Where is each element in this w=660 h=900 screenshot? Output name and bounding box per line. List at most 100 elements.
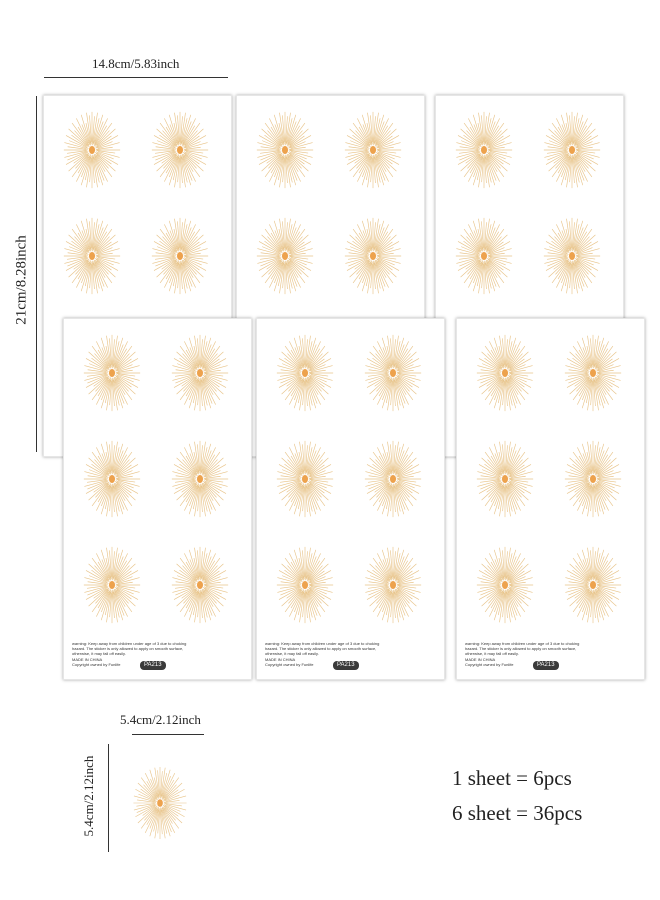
sun-ray bbox=[173, 228, 180, 252]
sun-ray bbox=[502, 380, 505, 406]
sun-ray bbox=[284, 357, 300, 370]
sun-ray bbox=[461, 246, 481, 255]
sun-ray bbox=[95, 155, 106, 172]
sun-ray bbox=[309, 589, 322, 604]
sun-ray bbox=[486, 588, 500, 599]
sun-ray bbox=[96, 447, 109, 473]
sun-ray bbox=[86, 585, 108, 589]
sun-ray bbox=[370, 575, 390, 584]
sun-ray bbox=[569, 115, 572, 143]
sun-ray bbox=[175, 480, 195, 490]
sun-ray bbox=[282, 157, 285, 183]
sun-ray bbox=[279, 155, 285, 188]
sun-ray bbox=[463, 260, 481, 284]
sunburst-sticker bbox=[344, 111, 402, 189]
sun-ray bbox=[494, 347, 504, 369]
sun-ray bbox=[115, 570, 139, 584]
sun-ray bbox=[596, 376, 617, 395]
sun-ray bbox=[575, 565, 589, 581]
sun-ray bbox=[487, 353, 501, 369]
sun-ray bbox=[480, 581, 501, 585]
sun-ray bbox=[258, 257, 282, 271]
sun-ray bbox=[374, 376, 388, 387]
sun-ray bbox=[175, 475, 196, 479]
sun-ray bbox=[97, 142, 120, 149]
sun-ray bbox=[356, 152, 371, 169]
sun-ray bbox=[387, 441, 393, 473]
sun-ray bbox=[596, 374, 615, 383]
sun-ray bbox=[96, 553, 109, 579]
sun-ray bbox=[205, 577, 228, 584]
sun-ray bbox=[172, 471, 195, 478]
sun-ray bbox=[91, 451, 110, 476]
sun-ray bbox=[486, 231, 500, 253]
sun-ray bbox=[202, 482, 221, 507]
sun-ray bbox=[281, 457, 302, 477]
sun-ray bbox=[395, 484, 406, 510]
sun-ray bbox=[180, 154, 183, 183]
sun-ray bbox=[370, 115, 373, 143]
sun-ray bbox=[397, 375, 420, 388]
sun-ray bbox=[180, 261, 188, 289]
sun-ray bbox=[205, 471, 228, 478]
sun-ray bbox=[488, 141, 505, 149]
sun-ray bbox=[74, 236, 88, 252]
sun-ray bbox=[184, 130, 198, 146]
sun-ray bbox=[375, 459, 389, 475]
sun-ray bbox=[486, 482, 500, 493]
sun-ray bbox=[286, 153, 301, 182]
sun-ray bbox=[182, 114, 192, 143]
sun-ray bbox=[155, 146, 176, 150]
sun-ray bbox=[372, 569, 388, 582]
sun-ray bbox=[205, 586, 228, 593]
sun-ray bbox=[566, 112, 572, 144]
sun-ray bbox=[576, 146, 593, 150]
sun-ray bbox=[396, 570, 420, 584]
sun-ray bbox=[481, 457, 502, 477]
sun-ray bbox=[372, 451, 391, 476]
sun-ray bbox=[156, 153, 177, 172]
sun-ray bbox=[346, 135, 369, 148]
sun-ray bbox=[488, 587, 503, 604]
sun-ray bbox=[277, 156, 284, 181]
sun-ray bbox=[299, 335, 305, 367]
sun-ray bbox=[94, 114, 104, 143]
sun-ray bbox=[184, 247, 201, 255]
sun-ray bbox=[288, 261, 299, 278]
sun-ray bbox=[308, 358, 332, 372]
sun-ray bbox=[489, 257, 512, 264]
sun-ray bbox=[595, 348, 609, 370]
sun-ray bbox=[350, 140, 370, 149]
sunburst-sticker bbox=[256, 111, 314, 189]
sun-center bbox=[281, 251, 289, 261]
sun-ray bbox=[480, 586, 500, 596]
sun-ray bbox=[88, 482, 109, 501]
sun-ray bbox=[367, 479, 389, 483]
sun-ray bbox=[569, 457, 590, 477]
sun-ray bbox=[572, 155, 580, 183]
sun-ray bbox=[113, 341, 120, 368]
sun-ray bbox=[597, 470, 614, 478]
sun-ray bbox=[290, 151, 313, 158]
sun-ray bbox=[368, 586, 388, 596]
sun-ray bbox=[164, 224, 177, 250]
sun-ray bbox=[365, 262, 372, 287]
sun-ray bbox=[101, 484, 110, 507]
sun-ray bbox=[595, 486, 605, 515]
sun-ray bbox=[182, 231, 196, 253]
sun-ray bbox=[368, 581, 389, 585]
sun-ray bbox=[287, 231, 301, 253]
sun-ray bbox=[478, 464, 501, 477]
sun-ray bbox=[202, 337, 212, 366]
sun-ray bbox=[262, 140, 282, 149]
sun-ray bbox=[458, 150, 480, 154]
sun-ray bbox=[505, 485, 511, 517]
sun-ray bbox=[293, 549, 304, 579]
sun-ray bbox=[183, 257, 202, 266]
sun-ray bbox=[113, 344, 124, 369]
sun-ray bbox=[175, 586, 195, 596]
sun-ray bbox=[395, 447, 409, 474]
sun-ray bbox=[381, 549, 392, 579]
sun-ray bbox=[281, 482, 302, 501]
sun-ray bbox=[395, 590, 406, 616]
